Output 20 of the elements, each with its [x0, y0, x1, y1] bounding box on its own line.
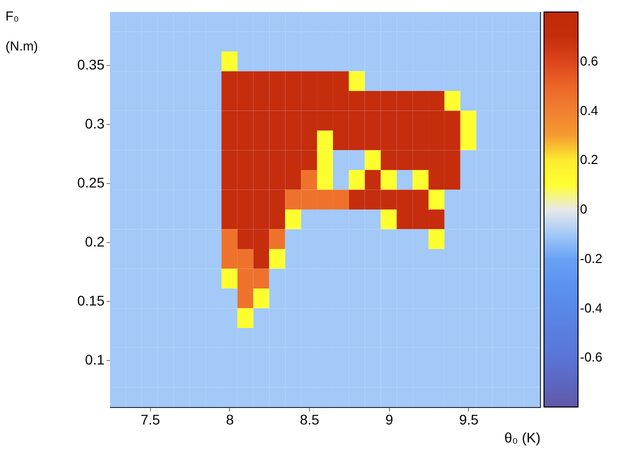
color-bar-label: 0.4 — [580, 102, 598, 118]
x-tick-label: 8 — [226, 412, 234, 428]
y-tick-label: 0.2 — [85, 233, 105, 250]
x-tick-label: 8.5 — [300, 412, 320, 428]
color-bar-label: -0.4 — [580, 300, 602, 316]
y-tick-label: 0.25 — [77, 174, 105, 190]
x-tick-label: 9 — [385, 412, 394, 428]
color-bar-label: -0.2 — [580, 250, 602, 266]
y-tick-label: 0.35 — [77, 56, 105, 73]
color-bar-label: 0.2 — [580, 152, 598, 168]
y-axis-title: F₀ (N.m) — [6, 8, 38, 54]
x-axis-title: θ₀ (K) — [504, 430, 540, 446]
color-bar-label: 0.6 — [580, 53, 598, 68]
y-tick-label: 0.15 — [77, 292, 105, 308]
color-bar-label: -0.6 — [580, 350, 602, 365]
x-tick-label: 9.5 — [459, 412, 479, 428]
y-tick-label: 0.1 — [85, 351, 105, 368]
x-tick-label: 7.5 — [140, 412, 160, 428]
color-bar-label: 0 — [580, 202, 588, 216]
y-tick-label: 0.3 — [85, 116, 105, 132]
